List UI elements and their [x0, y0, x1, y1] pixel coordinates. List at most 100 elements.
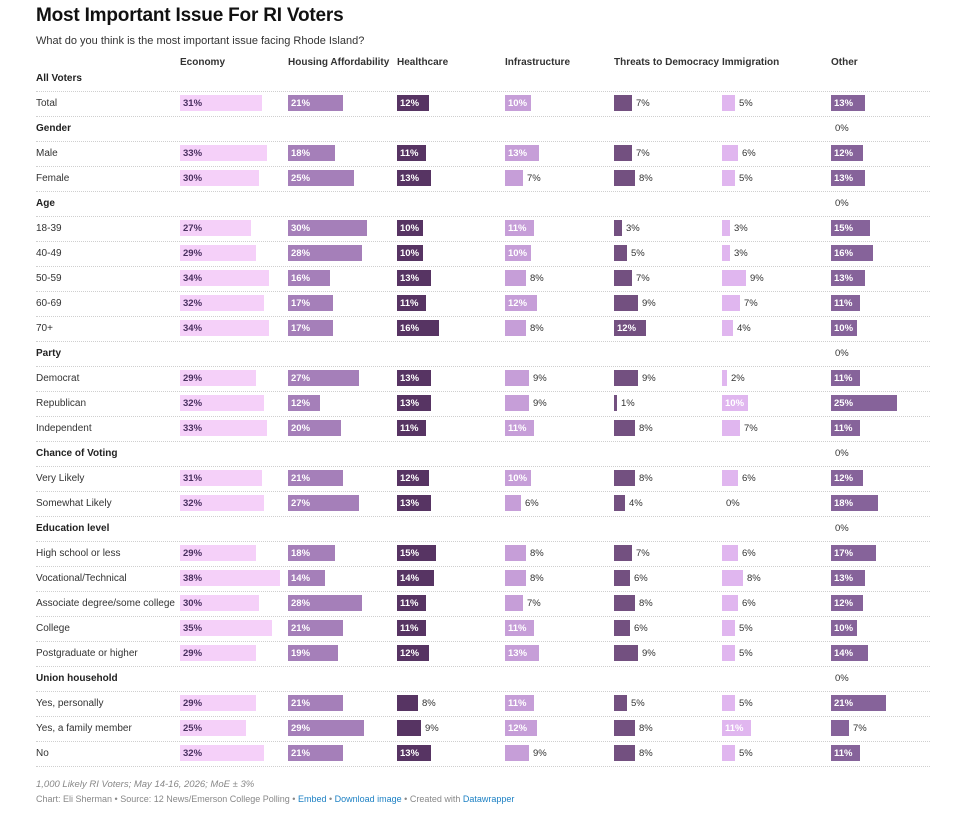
- value-label-other: 0%: [835, 448, 849, 459]
- bar-healthcare: [397, 720, 421, 736]
- value-label-housing-affordability: 21%: [291, 623, 311, 634]
- value-label-economy: 25%: [183, 723, 203, 734]
- bar-economy: [180, 295, 264, 311]
- group-label: Chance of Voting: [36, 448, 118, 459]
- value-label-economy: 29%: [183, 698, 203, 709]
- bar-healthcare: [397, 245, 423, 261]
- datawrapper-link[interactable]: Datawrapper: [462, 794, 515, 804]
- bar-threats-to-democracy: [614, 570, 630, 586]
- value-label-other: 0%: [835, 673, 849, 684]
- value-label-threats-to-democracy: 7%: [636, 148, 650, 159]
- value-label-threats-to-democracy: 1%: [621, 398, 635, 409]
- bar-infrastructure: [505, 570, 526, 586]
- value-label-threats-to-democracy: 12%: [617, 323, 637, 334]
- bar-housing-affordability: [288, 695, 343, 711]
- value-label-other: 13%: [834, 173, 854, 184]
- bar-economy: [180, 370, 256, 386]
- value-label-healthcare: 10%: [400, 223, 420, 234]
- bar-other: [831, 745, 860, 761]
- value-label-infrastructure: 11%: [508, 698, 527, 709]
- group-row-age: Age 0%: [36, 191, 930, 217]
- credit-line: Chart: Eli Sherman • Source: 12 News/Eme…: [36, 794, 514, 804]
- value-label-healthcare: 15%: [400, 548, 420, 559]
- column-header-other: Other: [831, 57, 858, 68]
- download-image-link[interactable]: Download image: [334, 794, 402, 804]
- value-label-threats-to-democracy: 6%: [634, 573, 648, 584]
- bar-housing-affordability: [288, 320, 333, 336]
- row-label: No: [36, 748, 49, 759]
- table-row-no: No 32% 21% 13% 9% 8% 5% 11%: [36, 741, 930, 767]
- bar-housing-affordability: [288, 220, 367, 236]
- bar-threats-to-democracy: [614, 370, 638, 386]
- bar-infrastructure: [505, 420, 534, 436]
- value-label-threats-to-democracy: 6%: [634, 623, 648, 634]
- value-label-healthcare: 10%: [400, 248, 420, 259]
- embed-link[interactable]: Embed: [297, 794, 327, 804]
- bar-housing-affordability: [288, 720, 364, 736]
- bar-other: [831, 695, 886, 711]
- value-label-threats-to-democracy: 7%: [636, 548, 650, 559]
- value-label-economy: 33%: [183, 148, 203, 159]
- value-label-other: 14%: [834, 648, 854, 659]
- table-row-50-59: 50-59 34% 16% 13% 8% 7% 9% 13%: [36, 266, 930, 292]
- bar-healthcare: [397, 545, 436, 561]
- value-label-other: 10%: [834, 623, 854, 634]
- bar-economy: [180, 320, 269, 336]
- value-label-healthcare: 13%: [400, 173, 420, 184]
- bar-immigration: [722, 170, 735, 186]
- value-label-healthcare: 8%: [422, 698, 436, 709]
- footnote: 1,000 Likely RI Voters; May 14-16, 2026;…: [36, 779, 255, 790]
- value-label-infrastructure: 6%: [525, 498, 539, 509]
- bar-threats-to-democracy: [614, 695, 627, 711]
- value-label-economy: 38%: [183, 573, 203, 584]
- row-label: 18-39: [36, 223, 62, 234]
- value-label-threats-to-democracy: 5%: [631, 248, 645, 259]
- bar-immigration: [722, 395, 748, 411]
- bar-threats-to-democracy: [614, 420, 635, 436]
- bar-threats-to-democracy: [614, 470, 635, 486]
- bar-economy: [180, 95, 262, 111]
- bar-other: [831, 720, 849, 736]
- bar-housing-affordability: [288, 570, 325, 586]
- bar-housing-affordability: [288, 545, 335, 561]
- value-label-other: 0%: [835, 348, 849, 359]
- value-label-other: 21%: [834, 698, 854, 709]
- bar-other: [831, 420, 860, 436]
- bar-threats-to-democracy: [614, 545, 632, 561]
- value-label-threats-to-democracy: 3%: [626, 223, 640, 234]
- value-label-economy: 31%: [183, 473, 203, 484]
- value-label-immigration: 5%: [739, 748, 753, 759]
- bar-immigration: [722, 295, 740, 311]
- bar-immigration: [722, 595, 738, 611]
- bar-immigration: [722, 470, 738, 486]
- bar-healthcare: [397, 95, 429, 111]
- bar-healthcare: [397, 570, 434, 586]
- bar-healthcare: [397, 370, 431, 386]
- row-label: 60-69: [36, 298, 62, 309]
- credit-created: Created with: [409, 794, 463, 804]
- table-row-male: Male 33% 18% 11% 13% 7% 6% 12%: [36, 141, 930, 167]
- row-label: 40-49: [36, 248, 62, 259]
- value-label-other: 13%: [834, 273, 854, 284]
- value-label-healthcare: 11%: [400, 423, 419, 434]
- value-label-other: 11%: [834, 748, 853, 759]
- row-label: Female: [36, 173, 70, 184]
- credit-source: Source: 12 News/Emerson College Polling: [120, 794, 290, 804]
- bar-housing-affordability: [288, 495, 359, 511]
- bar-other: [831, 145, 863, 161]
- bar-healthcare: [397, 745, 431, 761]
- value-label-infrastructure: 11%: [508, 423, 527, 434]
- value-label-other: 12%: [834, 598, 854, 609]
- value-label-healthcare: 13%: [400, 398, 420, 409]
- value-label-healthcare: 16%: [400, 323, 420, 334]
- bar-infrastructure: [505, 145, 539, 161]
- row-label: College: [36, 623, 70, 634]
- value-label-immigration: 6%: [742, 548, 756, 559]
- group-label: Gender: [36, 123, 72, 134]
- value-label-immigration: 7%: [744, 298, 758, 309]
- bar-economy: [180, 395, 264, 411]
- value-label-other: 17%: [834, 548, 854, 559]
- bar-housing-affordability: [288, 470, 343, 486]
- value-label-immigration: 5%: [739, 98, 753, 109]
- group-row-party: Party 0%: [36, 341, 930, 367]
